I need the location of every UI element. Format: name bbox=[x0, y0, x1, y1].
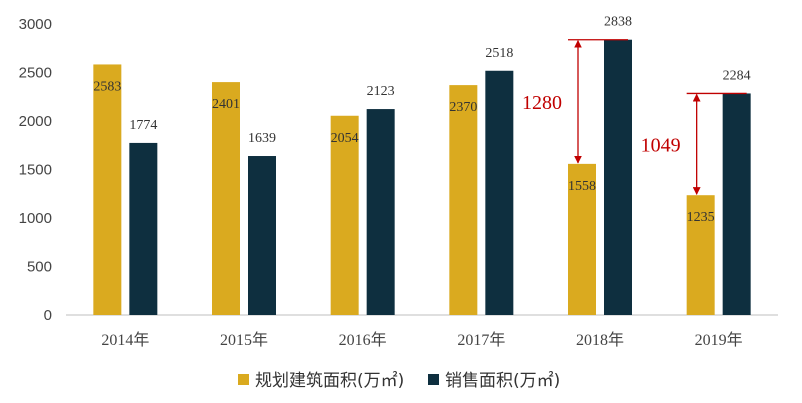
planned-area-bar-2019年 bbox=[686, 195, 715, 315]
y-tick-label: 500 bbox=[27, 259, 52, 276]
legend-label-1: 销售面积(万㎡) bbox=[445, 371, 560, 391]
planned-area-bar-2016年 bbox=[330, 115, 359, 316]
x-tick-label-2016年: 2016年 bbox=[339, 331, 387, 349]
x-axis-ticks: 2014年 2015年 2016年 2017年 2018年 2019年 bbox=[101, 331, 742, 349]
sales-area-bar-2015年 bbox=[248, 156, 276, 315]
annotations-group: 1280 1049 bbox=[522, 39, 747, 195]
planned-area-label-2018年: 1558 bbox=[568, 179, 596, 194]
y-tick-label: 2500 bbox=[19, 65, 52, 82]
planned-area-bar-2014年 bbox=[93, 64, 122, 315]
data-labels-group: 2583 1774 2401 1639 2054 2123 2370 2518 1558 2838… bbox=[93, 15, 750, 225]
legend-swatch-0 bbox=[238, 374, 249, 385]
legend: 规划建筑面积(万㎡) 销售面积(万㎡) bbox=[238, 371, 560, 391]
legend-label-0: 规划建筑面积(万㎡) bbox=[255, 371, 404, 391]
annotation-diff-label-2019年: 1049 bbox=[641, 134, 681, 156]
planned-area-label-2014年: 2583 bbox=[93, 79, 121, 94]
y-tick-label: 0 bbox=[44, 307, 52, 324]
sales-area-bar-2016年 bbox=[366, 109, 395, 315]
x-tick-label-2018年: 2018年 bbox=[576, 331, 624, 349]
planned-area-label-2019年: 1235 bbox=[687, 210, 715, 225]
bars-group bbox=[93, 39, 751, 316]
annotation-diff-label-2018年: 1280 bbox=[522, 92, 562, 114]
sales-area-label-2014年: 1774 bbox=[129, 118, 157, 133]
x-tick-label-2014年: 2014年 bbox=[101, 331, 149, 349]
x-tick-label-2015年: 2015年 bbox=[220, 331, 268, 349]
sales-area-label-2015年: 1639 bbox=[248, 131, 276, 146]
planned-area-bar-2018年 bbox=[568, 163, 596, 315]
planned-area-bar-2017年 bbox=[449, 85, 478, 315]
sales-area-bar-2018年 bbox=[604, 39, 632, 316]
y-tick-label: 1000 bbox=[19, 210, 52, 227]
sales-area-label-2019年: 2284 bbox=[723, 68, 751, 83]
y-tick-label: 3000 bbox=[19, 16, 52, 33]
sales-area-label-2017年: 2518 bbox=[485, 46, 513, 61]
planned-area-label-2017年: 2370 bbox=[449, 100, 477, 115]
y-axis: 0 500 1000 1500 2000 2500 3000 bbox=[19, 16, 52, 324]
sales-area-label-2018年: 2838 bbox=[604, 15, 632, 30]
planned-area-label-2016年: 2054 bbox=[331, 131, 359, 146]
planned-area-label-2015年: 2401 bbox=[212, 97, 240, 112]
planned-area-bar-2015年 bbox=[212, 82, 240, 315]
legend-swatch-1 bbox=[428, 374, 439, 385]
sales-area-bar-2019年 bbox=[722, 93, 751, 316]
x-tick-label-2017年: 2017年 bbox=[457, 331, 505, 349]
sales-area-label-2016年: 2123 bbox=[367, 84, 395, 99]
x-tick-label-2019年: 2019年 bbox=[695, 331, 743, 349]
y-tick-label: 2000 bbox=[19, 113, 52, 130]
sales-area-bar-2014年 bbox=[129, 142, 158, 315]
y-tick-label: 1500 bbox=[19, 162, 52, 179]
sales-area-bar-2017年 bbox=[485, 70, 514, 315]
